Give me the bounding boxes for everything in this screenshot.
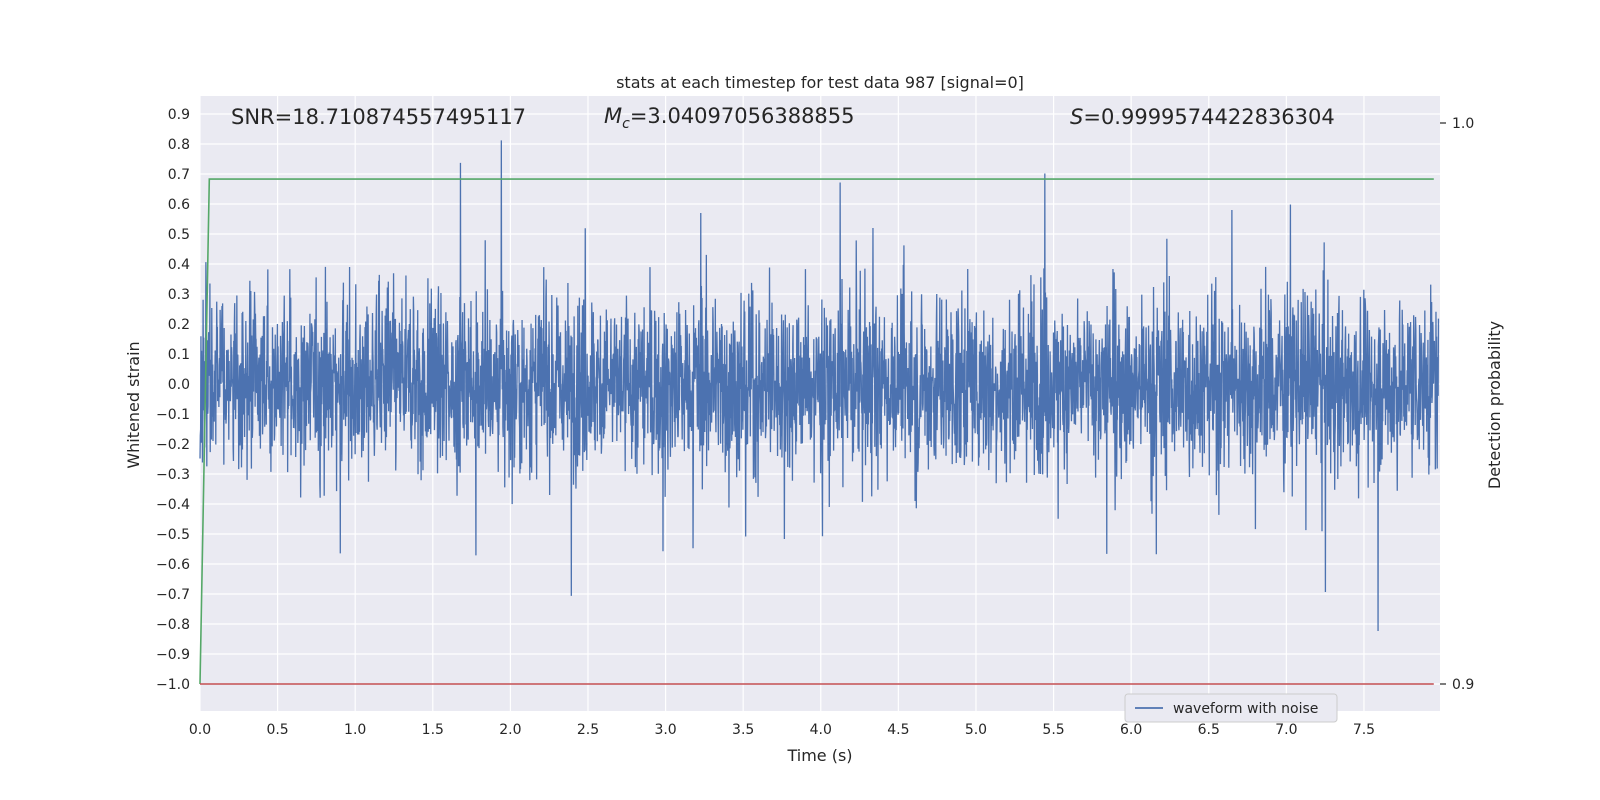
y-tick-label: 0.0	[168, 377, 190, 393]
y-tick-label: −0.2	[156, 437, 190, 453]
y2-tick-label: 1.0	[1452, 116, 1474, 132]
y-tick-label: 0.7	[168, 167, 190, 183]
x-tick-label: 2.0	[499, 722, 521, 738]
y-tick-label: 0.8	[168, 137, 190, 153]
x-tick-label: 3.0	[654, 722, 676, 738]
x-tick-label: 0.0	[189, 722, 211, 738]
waveform-with-noise-line	[199, 140, 1440, 631]
snr-annotation: SNR=18.710874557495117	[231, 105, 526, 129]
y-tick-label: −0.7	[156, 587, 190, 603]
x-tick-label: 5.0	[965, 722, 987, 738]
y-tick-label: −0.4	[156, 497, 190, 513]
x-tick-label: 1.5	[422, 722, 444, 738]
x-tick-label: 6.0	[1120, 722, 1142, 738]
y-tick-label: 0.4	[168, 257, 190, 273]
y-tick-label: −1.0	[156, 677, 190, 693]
x-tick-label: 4.5	[887, 722, 909, 738]
waveform-series	[199, 140, 1440, 631]
s-annotation: S=0.9999574422836304	[1070, 105, 1335, 129]
x-tick-label: 7.0	[1275, 722, 1297, 738]
y-tick-label: −0.5	[156, 527, 190, 543]
legend-label-waveform: waveform with noise	[1173, 701, 1318, 717]
y-tick-label: 0.3	[168, 287, 190, 303]
legend-box	[1124, 693, 1338, 723]
detection-probability-line	[199, 178, 1434, 685]
x-axis-title: Time (s)	[786, 746, 852, 765]
y-tick-label: −0.9	[156, 647, 190, 663]
y-tick-label: 0.5	[168, 227, 190, 243]
x-tick-labels: 0.0 0.5 1.0 1.5 2.0 2.5 3.0 3.5 4.0 4.5 5.0 5.5 6.0 6…	[189, 722, 1375, 738]
x-tick-label: 7.5	[1353, 722, 1375, 738]
x-tick-label: 3.5	[732, 722, 754, 738]
y-tick-labels: 0.9 0.8 0.7 0.6 0.5 0.4 0.3 0.2 0.1 0.0 −0.1 −0.2 −0…	[156, 107, 190, 693]
chirp-mass-annotation: Mc=3.04097056388855	[604, 104, 855, 132]
chart-title: stats at each timestep for test data 987…	[616, 73, 1024, 92]
x-tick-label: 6.5	[1198, 722, 1220, 738]
x-tick-label: 0.5	[266, 722, 288, 738]
y-tick-label: −0.1	[156, 407, 190, 423]
y-tick-label: −0.6	[156, 557, 190, 573]
y2-tick-label: 0.9	[1452, 677, 1474, 693]
y-tick-label: 0.1	[168, 347, 190, 363]
x-tick-label: 2.5	[577, 722, 599, 738]
y-tick-label: 0.2	[168, 317, 190, 333]
y-tick-label: −0.3	[156, 467, 190, 483]
y-axis-title: Whitened strain	[124, 341, 143, 468]
x-tick-label: 1.0	[344, 722, 366, 738]
y-tick-label: 0.9	[168, 107, 190, 123]
probability-series	[199, 178, 1434, 685]
x-tick-label: 5.5	[1042, 722, 1064, 738]
legend: waveform with noise	[1124, 693, 1338, 723]
y2-tick-labels: 1.0 0.9	[1440, 116, 1474, 693]
y2-axis-title: Detection probability	[1485, 321, 1504, 489]
x-tick-label: 4.0	[810, 722, 832, 738]
y-tick-label: 0.6	[168, 197, 190, 213]
y-tick-label: −0.8	[156, 617, 190, 633]
